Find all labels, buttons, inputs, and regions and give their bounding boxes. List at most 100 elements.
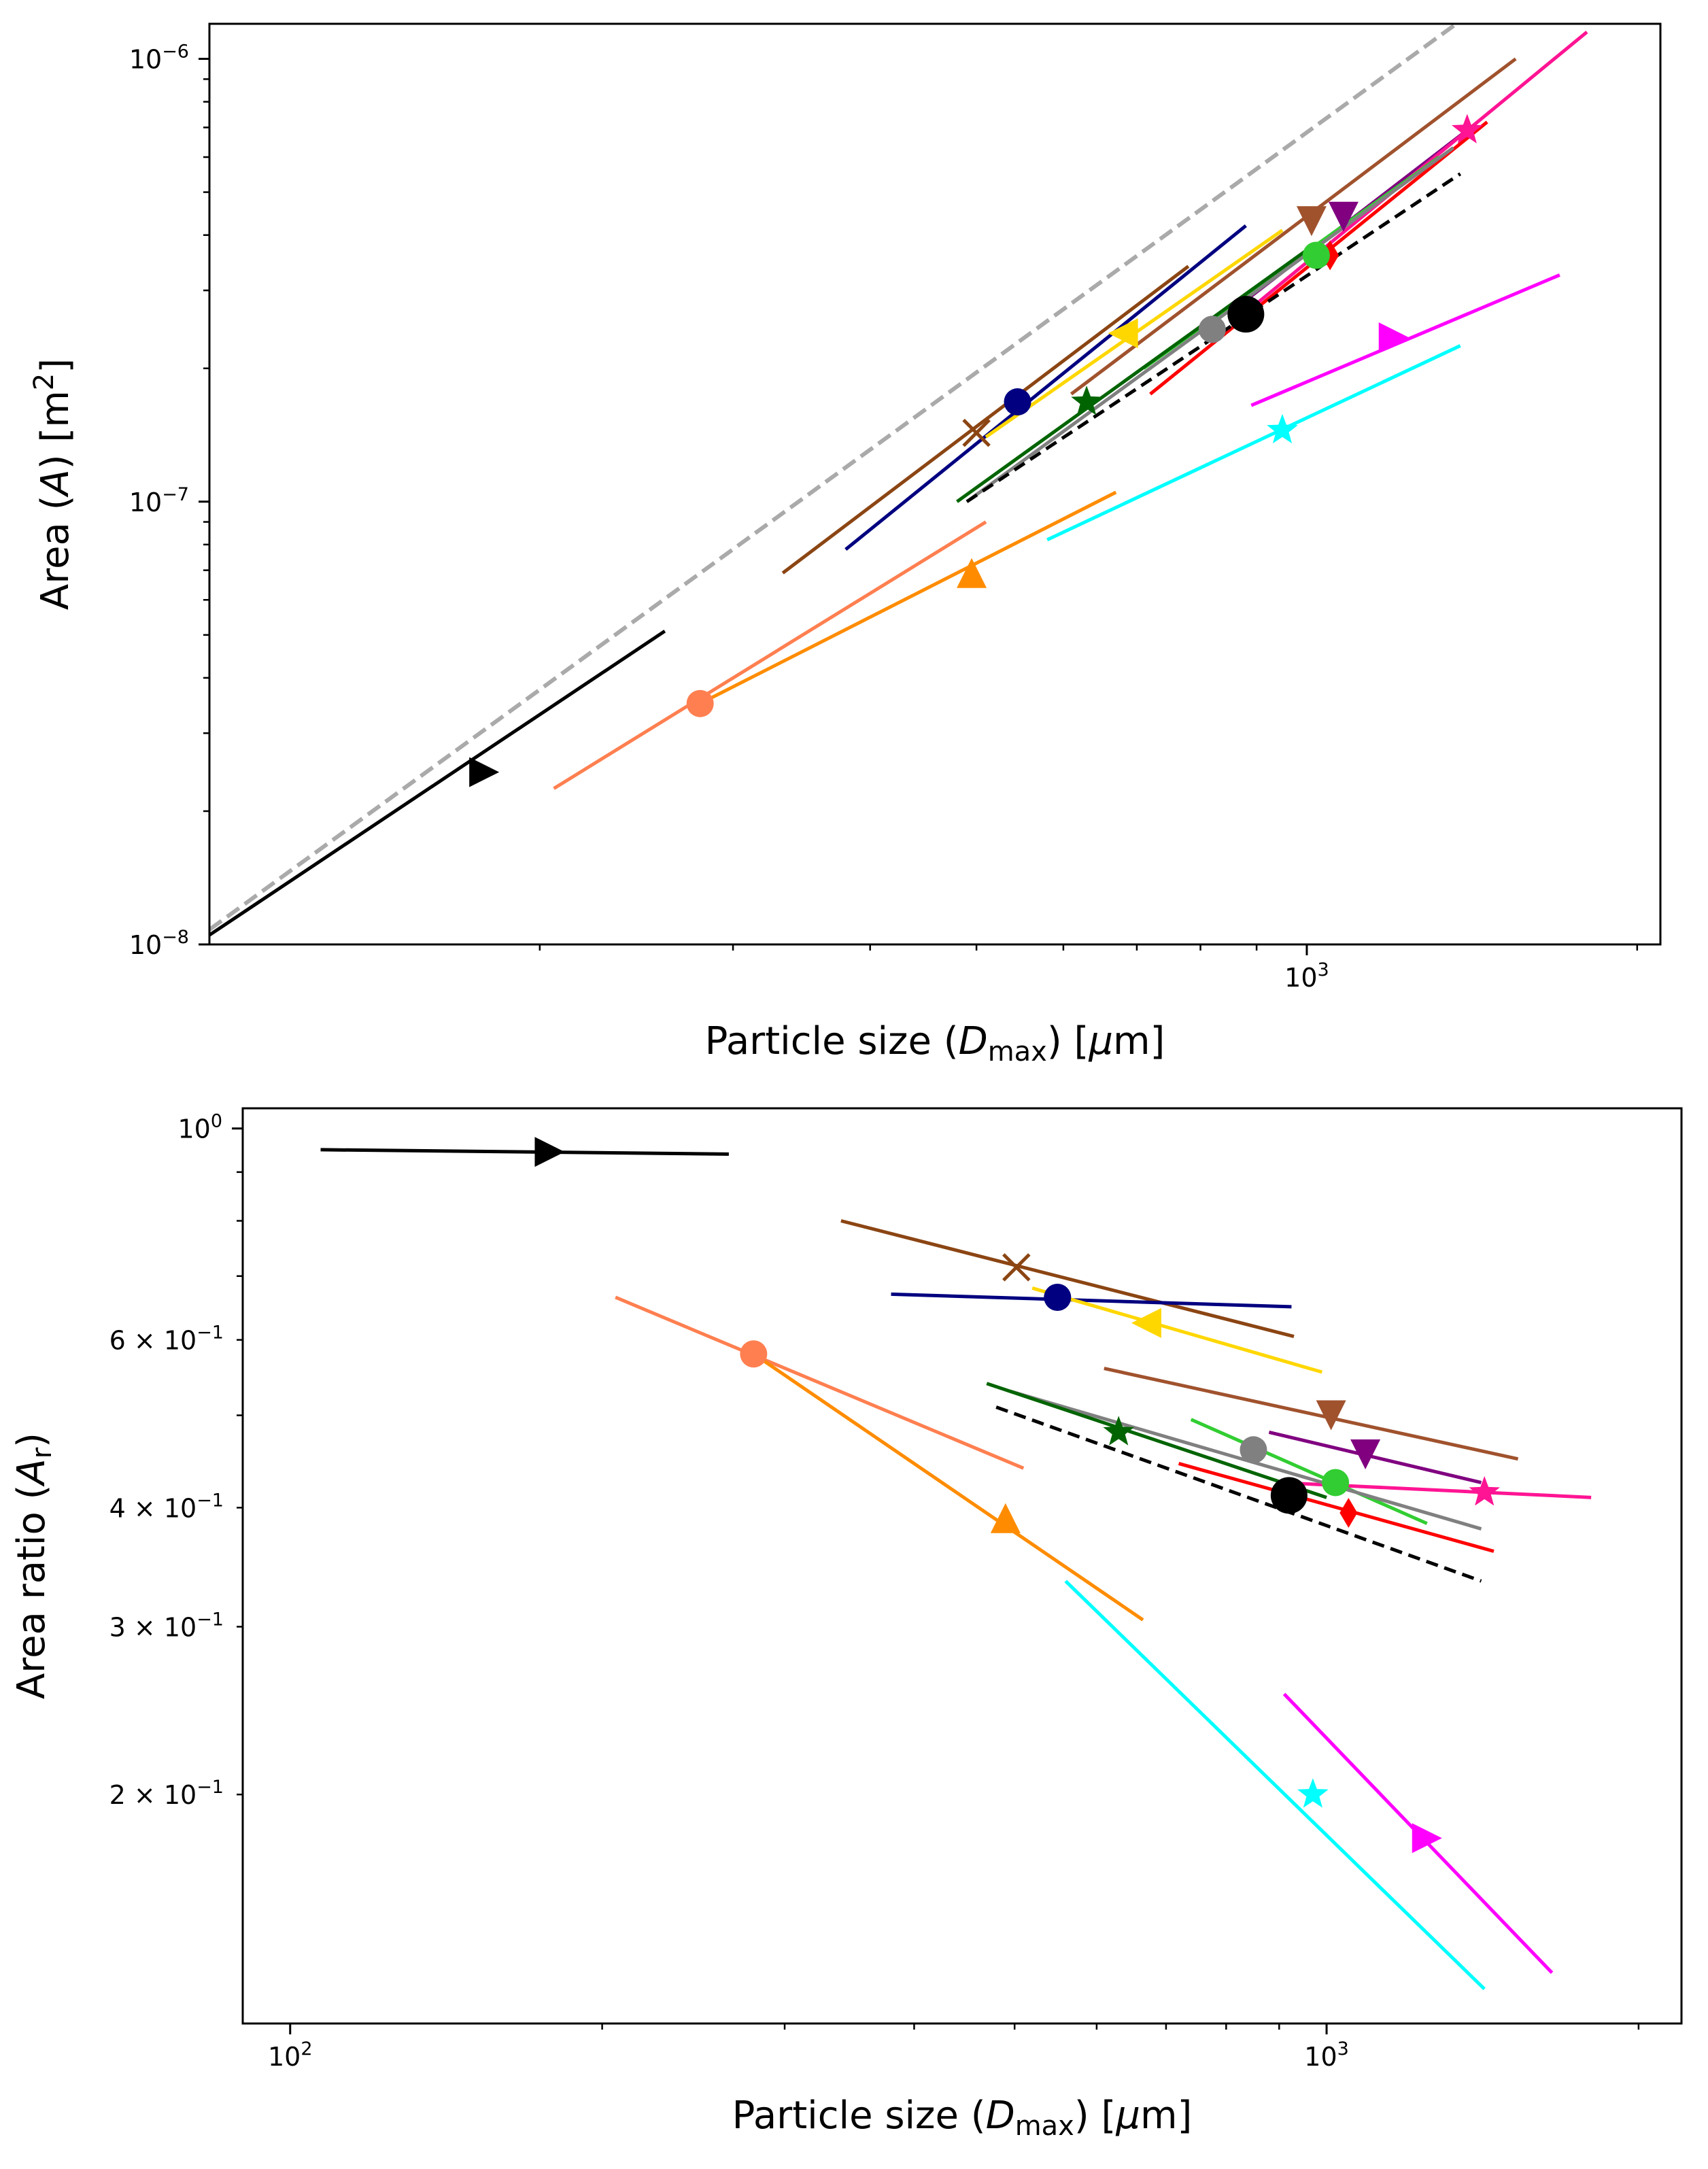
x-tick-label-exponent: 2 [301, 2038, 312, 2060]
y-tick-label: 10−7 [129, 484, 189, 517]
x-axis-label-unit: m] [1113, 1019, 1165, 1063]
y-axis-label-superscript: 2 [29, 373, 60, 390]
y-tick-label-mantissa: 3 × 10 [109, 1612, 197, 1642]
y-axis-label-subscript: r [27, 1447, 58, 1458]
black-large-circle-line [995, 1405, 1482, 1583]
coral-circle-line [553, 520, 987, 790]
x-tick-label: 103 [1304, 2038, 1349, 2072]
y-axis-label-prefix: Area ratio ( [10, 1485, 54, 1699]
cyan-star-marker [1297, 1778, 1329, 1808]
sienna-triangle-down-line [1104, 1367, 1519, 1461]
darkgreen-star-marker [1103, 1416, 1134, 1446]
navy-circle-line [891, 1292, 1292, 1309]
navy-circle-marker [1044, 1283, 1072, 1311]
x-axis-label-mu: μ [1088, 1019, 1113, 1063]
x-axis-label-prefix: Particle size ( [732, 2094, 986, 2138]
saddlebrown-x-marker-stroke [1002, 1253, 1031, 1282]
black-triangle-right-line [320, 1148, 729, 1156]
y-tick-label: 2 × 10−1 [109, 1777, 224, 1810]
lime-circle-marker [1322, 1469, 1350, 1497]
saddlebrown-x-marker [1002, 1253, 1031, 1282]
y-axis-label-suffix: ) [10, 1433, 54, 1448]
darkorange-triangle-up-line [752, 1352, 1144, 1622]
coral-circle-marker [686, 689, 714, 717]
x-axis-label-unit: m] [1140, 2094, 1192, 2138]
red-diamond-line [1178, 1462, 1494, 1553]
lime-circle-marker [1302, 241, 1330, 269]
cyan-star-line [1046, 344, 1461, 542]
x-axis-label: Particle size (Dmax) [μm] [732, 2094, 1193, 2142]
darkorange-triangle-up-line [699, 490, 1117, 705]
x-tick-label-exponent: 3 [1337, 2038, 1349, 2060]
gray-circle-marker [1198, 315, 1226, 343]
darkorange-triangle-up-marker [957, 558, 987, 588]
red-diamond-marker [1339, 1498, 1358, 1528]
y-tick-label-exponent: −6 [162, 41, 189, 63]
y-tick-label-base: 10 [177, 1114, 210, 1144]
y-tick-label-base: 10 [129, 45, 162, 75]
y-tick-label-base: 10 [129, 930, 162, 960]
y-tick-label-exponent: −1 [197, 1609, 224, 1630]
x-axis-label-suffix: ) [ [1047, 1019, 1089, 1063]
black-triangle-right-line [209, 630, 666, 937]
gray-dashed-reference-line [209, 24, 1461, 932]
y-tick-label: 6 × 10−1 [109, 1322, 224, 1356]
plot-frame [208, 22, 1662, 946]
coral-circle-marker [740, 1340, 768, 1368]
saddlebrown-x-line [781, 264, 1190, 575]
y-axis-label-prefix: Area ( [33, 496, 78, 611]
plot-frame [241, 1107, 1683, 2025]
y-tick-label: 10−6 [129, 41, 189, 75]
y-tick-label: 100 [177, 1111, 222, 1144]
y-tick-label-exponent: −7 [162, 484, 189, 505]
black-triangle-right-marker [469, 757, 500, 787]
magenta-triangle-right-line [1250, 273, 1560, 407]
black-large-circle-marker [1270, 1477, 1308, 1514]
gold-triangle-left-line [1031, 1286, 1323, 1374]
y-tick-label-mantissa: 2 × 10 [109, 1780, 197, 1810]
y-tick-label-mantissa: 4 × 10 [109, 1493, 197, 1523]
purple-triangle-down-marker [1350, 1439, 1381, 1469]
deeppink-star-marker [1469, 1475, 1500, 1506]
y-axis-label-suffix: ) [m [33, 390, 78, 469]
y-tick-label-base: 10 [129, 488, 162, 517]
x-tick-label-base: 10 [1284, 963, 1317, 993]
navy-circle-line [844, 224, 1247, 551]
y-tick-label: 3 × 10−1 [109, 1609, 224, 1642]
x-axis-label-mu: μ [1115, 2094, 1140, 2138]
darkgreen-star-marker [1071, 386, 1102, 415]
gold-triangle-left-marker [1108, 318, 1138, 349]
purple-triangle-down-marker [1328, 201, 1359, 232]
y-tick-label-exponent: 0 [211, 1111, 222, 1132]
magenta-triangle-right-marker [1378, 322, 1409, 353]
x-tick-label: 103 [1284, 959, 1329, 993]
saddlebrown-x-marker-stroke [962, 418, 991, 447]
darkgreen-star-line [956, 248, 1308, 503]
cyan-star-marker [1267, 413, 1298, 444]
y-tick-label-exponent: −1 [197, 1322, 224, 1344]
x-axis-label-symbol: D [959, 1019, 988, 1063]
y-tick-label-exponent: −8 [162, 927, 189, 948]
x-axis-label-subscript: max [988, 1036, 1047, 1068]
y-tick-label: 10−8 [129, 927, 189, 960]
magenta-triangle-right-marker [1412, 1823, 1442, 1854]
x-axis-label-suffix: ) [ [1074, 2094, 1116, 2138]
plot-area [320, 1137, 1592, 1991]
y-axis-label-symbol: A [33, 469, 78, 497]
y-tick-label-exponent: −1 [197, 1490, 224, 1511]
navy-circle-marker [1004, 388, 1031, 416]
sienna-triangle-down-line [1070, 57, 1517, 396]
coral-circle-line [615, 1295, 1025, 1470]
gold-triangle-left-marker [1131, 1308, 1161, 1338]
sienna-triangle-down-marker [1316, 1400, 1346, 1431]
darkgreen-star-line [986, 1382, 1327, 1499]
y-tick-label: 4 × 10−1 [109, 1490, 224, 1523]
saddlebrown-x-marker [962, 418, 991, 447]
y-tick-label-exponent: −1 [197, 1777, 224, 1798]
plot-area [209, 24, 1588, 937]
sienna-triangle-down-marker [1296, 206, 1327, 237]
